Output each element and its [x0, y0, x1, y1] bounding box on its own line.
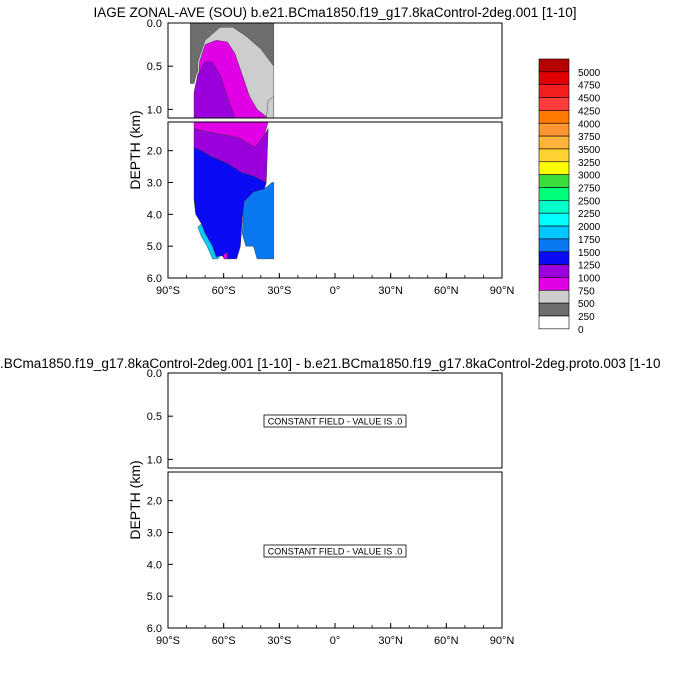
- constant-field-label-top: CONSTANT FIELD - VALUE IS .0: [268, 417, 403, 427]
- y-tick-label: 5.0: [147, 241, 162, 253]
- colorbar-label: 3000: [578, 171, 601, 182]
- colorbar-swatch: [538, 200, 570, 214]
- contour-fill-1750: [197, 223, 221, 260]
- x-tick-label: 30°N: [378, 635, 403, 647]
- plot-2: .BCma1850.f19_g17.8kaControl-2deg.001 [1…: [0, 356, 660, 647]
- colorbar-swatch: [538, 174, 570, 188]
- contour-fill-500: [266, 95, 274, 118]
- colorbar-swatch: [538, 264, 570, 278]
- plot-1-axes: 90°S 60°S 30°S 0° 30°N 60°N 90°N 0.0 0.5 1.0 2.0 3.…: [147, 18, 515, 297]
- y-tick-label: 0.5: [147, 61, 162, 73]
- y-tick-label: 2.0: [147, 496, 162, 508]
- x-tick-label: 30°N: [378, 285, 403, 297]
- colorbar-swatch: [538, 148, 570, 163]
- contour-fill-750: [223, 252, 228, 260]
- colorbar-label: 1250: [578, 261, 601, 272]
- x-tick-label: 30°S: [267, 285, 291, 297]
- colorbar-swatch: [538, 97, 570, 111]
- y-tick-label: 0.0: [147, 368, 162, 380]
- colorbar-label: 4250: [578, 106, 601, 117]
- y-tick-label: 6.0: [147, 623, 162, 635]
- x-tick-label: 60°S: [212, 285, 236, 297]
- plot-1-bottom-contours: [193, 122, 274, 260]
- y-tick-label: 5.0: [147, 591, 162, 603]
- colorbar-label: 2250: [578, 209, 601, 220]
- constant-field-box-bottom: CONSTANT FIELD - VALUE IS .0: [263, 544, 407, 558]
- x-tick-label: 90°N: [490, 635, 515, 647]
- y-tick-label: 6.0: [147, 273, 162, 285]
- colorbar-swatch: [538, 135, 570, 150]
- colorbar-swatch: [538, 110, 570, 124]
- contour-fill-1000: [193, 198, 198, 218]
- y-tick-label: 1.0: [147, 104, 162, 116]
- colorbar-swatch: [538, 84, 570, 98]
- colorbar-label: 3250: [578, 158, 601, 169]
- plot-1-fields: [190, 23, 274, 260]
- colorbar-swatch: [538, 161, 570, 175]
- colorbar-swatch: [538, 302, 570, 317]
- colorbar-legend: 5000475045004250400037503500325030002750…: [538, 58, 601, 336]
- contour-fill-1500: [241, 182, 274, 260]
- colorbar-swatch: [538, 289, 570, 304]
- colorbar-swatch: [538, 225, 570, 240]
- colorbar-swatch: [538, 71, 570, 85]
- colorbar-swatch: [538, 251, 570, 265]
- constant-field-label-bottom: CONSTANT FIELD - VALUE IS .0: [268, 547, 403, 557]
- plot-1-top-contours: [190, 23, 274, 118]
- y-tick-label: 4.0: [147, 559, 162, 571]
- y-tick-label: 0.5: [147, 411, 162, 423]
- colorbar-label: 4000: [578, 119, 601, 130]
- colorbar-swatch: [538, 212, 570, 227]
- colorbar-label: 2000: [578, 222, 601, 233]
- x-tick-label: 90°S: [156, 635, 180, 647]
- y-tick-label: 0.0: [147, 18, 162, 30]
- colorbar-label: 5000: [578, 68, 601, 79]
- colorbar-label: 250: [578, 312, 595, 323]
- y-tick-label: 2.0: [147, 146, 162, 158]
- constant-field-box-top: CONSTANT FIELD - VALUE IS .0: [263, 414, 407, 428]
- plot-1-top-panel-frame: [167, 22, 503, 119]
- plot-2-y-axis-label: DEPTH (km): [127, 460, 143, 539]
- plot-1-title: IAGE ZONAL-AVE (SOU) b.e21.BCma1850.f19_…: [93, 5, 576, 20]
- colorbar-swatch: [538, 187, 570, 201]
- colorbar-swatch: [538, 58, 570, 73]
- colorbar-label: 3500: [578, 145, 601, 156]
- colorbar-label: 1750: [578, 235, 601, 246]
- colorbar-swatch: [538, 122, 570, 137]
- y-tick-label: 3.0: [147, 177, 162, 189]
- colorbar-swatch: [538, 315, 570, 330]
- plot-2-axes: 90°S 60°S 30°S 0° 30°N 60°N 90°N 0.0 0.5 1.0 2.0 3.…: [147, 368, 515, 647]
- contour-fill-1000: [193, 61, 236, 118]
- colorbar-label: 500: [578, 299, 595, 310]
- colorbar-swatch: [538, 277, 570, 291]
- colorbar-label: 2500: [578, 196, 601, 207]
- plot-2-top-panel-frame: [167, 372, 503, 469]
- colorbar-label: 750: [578, 286, 595, 297]
- colorbar-label: 0: [578, 325, 584, 336]
- colorbar-label: 4500: [578, 94, 601, 105]
- colorbar-label: 1000: [578, 273, 601, 284]
- plot-1: IAGE ZONAL-AVE (SOU) b.e21.BCma1850.f19_…: [93, 5, 576, 297]
- colorbar-label: 1500: [578, 248, 601, 259]
- x-tick-label: 60°N: [434, 285, 459, 297]
- y-tick-label: 4.0: [147, 209, 162, 221]
- colorbar-label: 3750: [578, 132, 601, 143]
- x-tick-label: 0°: [330, 285, 341, 297]
- plot-2-title: .BCma1850.f19_g17.8kaControl-2deg.001 [1…: [0, 356, 660, 371]
- x-tick-label: 60°N: [434, 635, 459, 647]
- x-tick-label: 0°: [330, 635, 341, 647]
- colorbar-label: 2750: [578, 184, 601, 195]
- x-tick-label: 60°S: [212, 635, 236, 647]
- colorbar-swatch: [538, 238, 570, 253]
- x-tick-label: 90°S: [156, 285, 180, 297]
- plot-1-y-axis-label: DEPTH (km): [127, 110, 143, 189]
- colorbar-label: 4750: [578, 81, 601, 92]
- y-tick-label: 1.0: [147, 454, 162, 466]
- y-tick-label: 3.0: [147, 527, 162, 539]
- x-tick-label: 30°S: [267, 635, 291, 647]
- x-tick-label: 90°N: [490, 285, 515, 297]
